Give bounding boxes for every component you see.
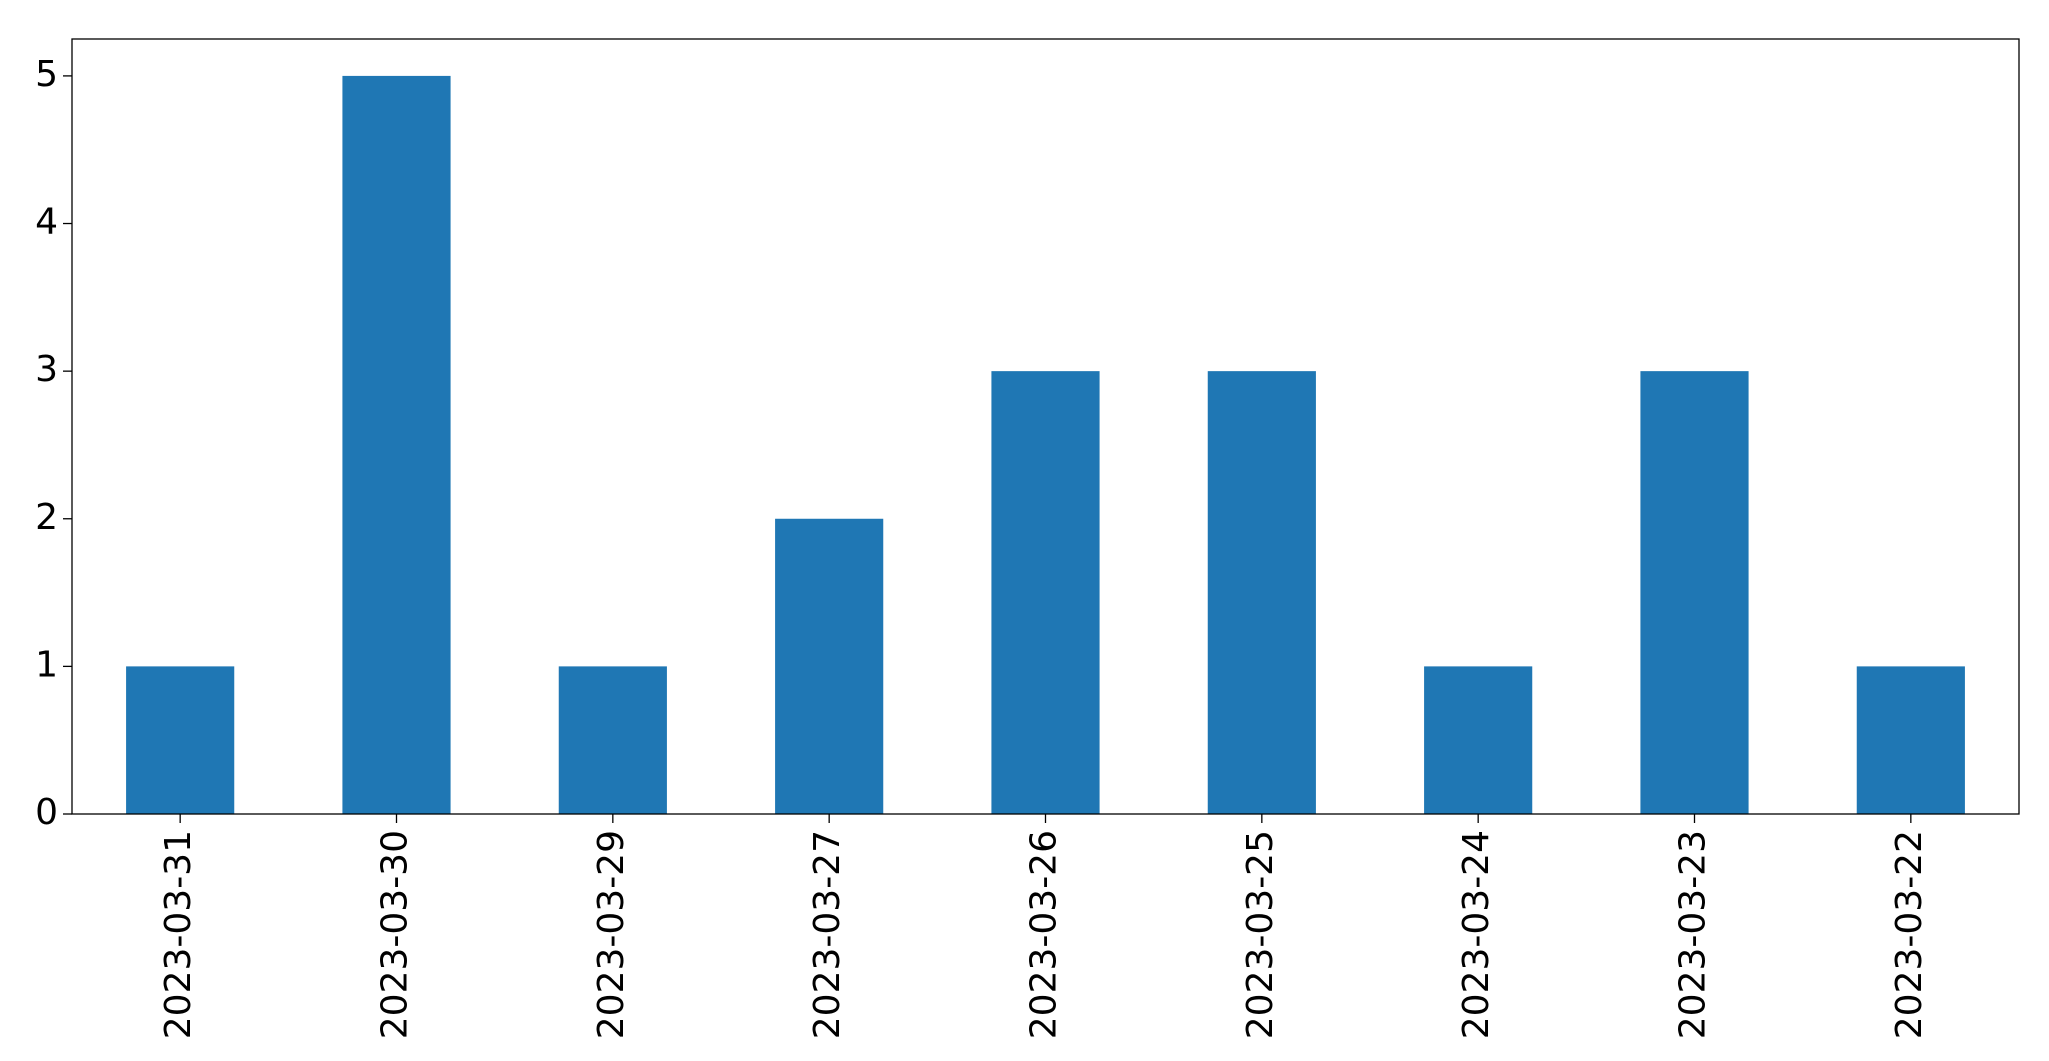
bar [1640,371,1749,814]
bar [1424,666,1533,814]
bar [1856,666,1965,814]
y-tick-label: 4 [35,202,58,243]
y-tick-label: 3 [35,349,58,390]
plot-frame [71,38,2020,815]
bar [775,518,884,814]
y-tick-label: 1 [35,644,58,685]
x-tick-label: 2023-03-25 [1240,830,1281,1039]
y-tick-label: 5 [35,54,58,95]
bar [1207,371,1316,814]
y-tick-label: 2 [35,497,58,538]
bar [126,666,235,814]
y-tick-label: 0 [35,792,58,833]
x-tick-label: 2023-03-31 [158,830,199,1039]
x-tick-label: 2023-03-23 [1673,830,1714,1039]
x-tick-label: 2023-03-29 [591,830,632,1039]
x-tick-label: 2023-03-30 [375,830,416,1039]
x-tick-label: 2023-03-24 [1456,830,1497,1039]
x-tick-label: 2023-03-27 [807,830,848,1039]
bar [991,371,1100,814]
bar [342,75,451,814]
bar [558,666,667,814]
x-tick-label: 2023-03-22 [1889,830,1930,1039]
x-tick-label: 2023-03-26 [1024,830,1065,1039]
